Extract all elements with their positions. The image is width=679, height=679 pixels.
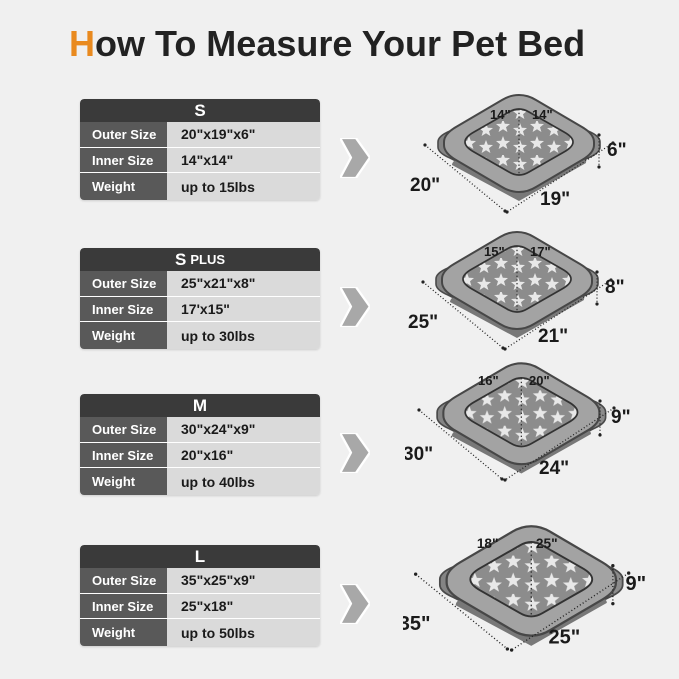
svg-text:16": 16" (478, 373, 499, 388)
svg-text:35": 35" (403, 613, 431, 635)
svg-text:30": 30" (405, 444, 433, 465)
svg-text:9": 9" (626, 573, 647, 595)
svg-text:25": 25" (408, 312, 438, 333)
svg-text:19": 19" (540, 189, 570, 210)
svg-text:24": 24" (539, 458, 569, 479)
svg-text:15": 15" (484, 244, 505, 259)
svg-text:25": 25" (549, 627, 581, 649)
svg-text:17": 17" (530, 244, 551, 259)
svg-text:14": 14" (490, 107, 511, 122)
svg-text:25": 25" (536, 536, 558, 551)
svg-text:20": 20" (529, 373, 550, 388)
svg-text:6": 6" (607, 140, 627, 161)
svg-text:14": 14" (532, 107, 553, 122)
svg-text:18": 18" (477, 536, 499, 551)
svg-text:8": 8" (605, 277, 625, 298)
svg-text:21": 21" (538, 326, 568, 347)
svg-text:9": 9" (611, 407, 631, 428)
svg-text:20": 20" (410, 175, 440, 196)
